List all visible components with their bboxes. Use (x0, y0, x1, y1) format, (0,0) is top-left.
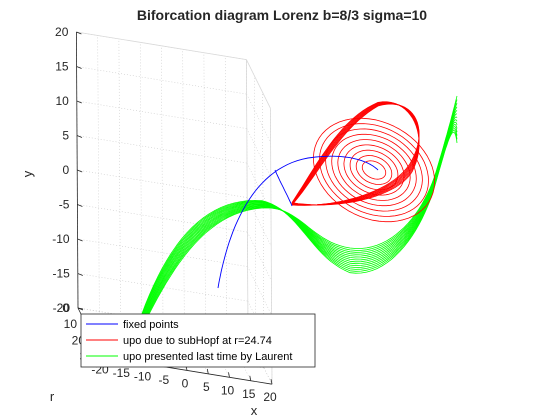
frame-edge (246, 59, 271, 109)
grid-line-x (161, 45, 164, 322)
subhopf-upo-loop (331, 133, 417, 207)
x-tick-label: -10 (134, 370, 152, 384)
subhopf-upo-curve (291, 101, 420, 206)
z-axis-label: r (50, 389, 55, 404)
grid-line-y (246, 128, 272, 178)
subhopf-upo-curve (291, 103, 420, 206)
frame-edge (246, 59, 249, 336)
y-tick-mark (77, 273, 83, 276)
y-tick-mark (77, 204, 83, 207)
fixed-points-curve (217, 155, 379, 289)
y-tick-label: -10 (52, 232, 70, 246)
x-tick-label: 20 (263, 390, 277, 404)
x-tick-label: 10 (221, 383, 235, 397)
laurent-upo-curve (144, 103, 458, 322)
legend-label-subhopf: upo due to subHopf at r=24.74 (123, 335, 272, 347)
legend: fixed points upo due to subHopf at r=24.… (80, 313, 316, 368)
subhopf-upo-curve (291, 103, 420, 206)
x-axis-label: x (251, 403, 258, 418)
grid-line-x (182, 49, 185, 326)
grid-line-x (139, 42, 143, 319)
y-tick-label: -15 (52, 267, 70, 281)
grid-line-y (246, 93, 271, 143)
laurent-upo-curve (142, 119, 458, 319)
y-tick-mark (76, 66, 82, 69)
x-tick-mark (228, 372, 230, 378)
y-tick-mark (76, 31, 82, 35)
laurent-upo-curve (143, 113, 458, 320)
x-tick-label: -15 (113, 366, 131, 380)
x-tick-mark (249, 375, 252, 381)
y-tick-label: 10 (55, 94, 69, 108)
x-tick-label: 5 (203, 380, 210, 394)
subhopf-upo-loop (312, 117, 436, 223)
legend-label-laurent: upo presented last time by Laurent (123, 351, 292, 363)
y-tick-mark (77, 238, 83, 242)
x-tick-label: -5 (158, 373, 169, 387)
grid-line-y (247, 231, 272, 281)
grid-line-x (118, 38, 121, 315)
y-tick-mark (76, 100, 82, 104)
y-axis-label: y (20, 170, 35, 177)
subhopf-upo-curve (291, 103, 420, 206)
y-tick-label: 20 (55, 25, 69, 39)
laurent-upo-curve (143, 106, 458, 321)
y-tick-mark (76, 135, 83, 138)
x-tick-mark (206, 368, 209, 374)
x-tick-label: 15 (242, 387, 256, 401)
data-layer (141, 95, 458, 323)
y-tick-label: -5 (59, 198, 70, 212)
subhopf-upo-loop (355, 155, 393, 185)
y-tick-label: -20 (53, 301, 71, 315)
laurent-upo-curve (144, 95, 458, 323)
laurent-upo-curve (143, 110, 458, 320)
x-tick-mark (270, 379, 273, 385)
laurent-upo-curve (141, 131, 458, 315)
laurent-upo-curve (142, 121, 458, 318)
x-tick-label: 0 (182, 376, 189, 390)
grid-line-y (247, 266, 272, 316)
fixed-points-curve-branch (274, 169, 293, 207)
y-tick-label: 0 (63, 163, 70, 177)
subhopf-upo-loop (319, 123, 429, 217)
z-tick-label: 0 (62, 301, 69, 315)
subhopf-upo-loop (343, 144, 405, 196)
y-tick-mark (77, 169, 83, 173)
legend-label-fixed-points: fixed points (123, 319, 179, 331)
chart-title: Biforcation diagram Lorenz b=8/3 sigma=1… (137, 7, 427, 23)
y-tick-label: 5 (62, 129, 69, 143)
z-tick-mark (77, 307, 84, 310)
frame-edge (76, 31, 247, 60)
legend-box (80, 313, 316, 368)
z-tick-label: 10 (64, 317, 78, 331)
y-tick-label: 15 (55, 60, 69, 74)
subhopf-upo-loop (361, 160, 387, 180)
